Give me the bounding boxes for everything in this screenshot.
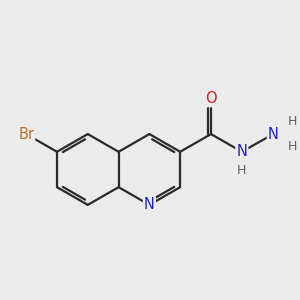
Text: N: N [268,127,279,142]
Text: H: H [288,115,298,128]
Text: O: O [205,91,217,106]
Text: H: H [288,140,298,153]
Text: Br: Br [18,127,34,142]
Text: N: N [144,197,155,212]
Text: N: N [236,144,247,159]
Text: H: H [237,164,247,177]
